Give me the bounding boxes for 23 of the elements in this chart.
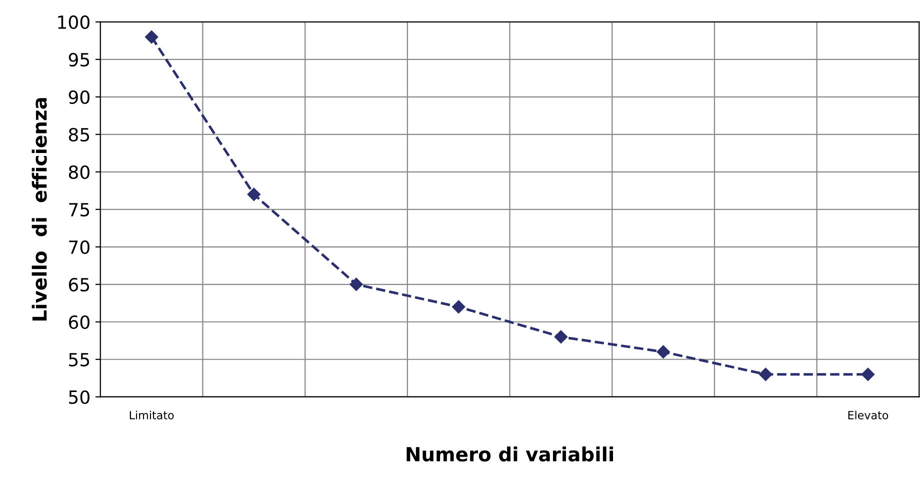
point	[247, 188, 260, 201]
x-axis-title: Numero di variabili	[406, 446, 613, 462]
y-tick-label: 70	[69, 240, 90, 254]
y-tick-label: 85	[68, 128, 90, 142]
point	[452, 300, 466, 314]
y-tick-label: 60	[68, 315, 90, 329]
point	[144, 30, 158, 44]
point	[861, 368, 875, 381]
y-tick-label: 75	[69, 203, 90, 217]
y-tick-label: 65	[68, 278, 90, 292]
point	[759, 368, 772, 381]
y-tick-label: 80	[68, 165, 90, 180]
x-tick-label: Elevato	[848, 410, 888, 420]
y-axis-title: Livello di efficienza	[32, 98, 47, 320]
y-tick-label: 90	[68, 90, 90, 104]
y-tick-label: 95	[68, 52, 90, 67]
point	[656, 345, 670, 358]
point	[554, 330, 568, 344]
y-tick-label: 50	[69, 390, 90, 404]
x-tick-label: Limitato	[130, 410, 174, 420]
y-tick-label: 100	[58, 15, 90, 30]
y-tick-label: 55	[69, 353, 90, 366]
point	[350, 278, 363, 291]
